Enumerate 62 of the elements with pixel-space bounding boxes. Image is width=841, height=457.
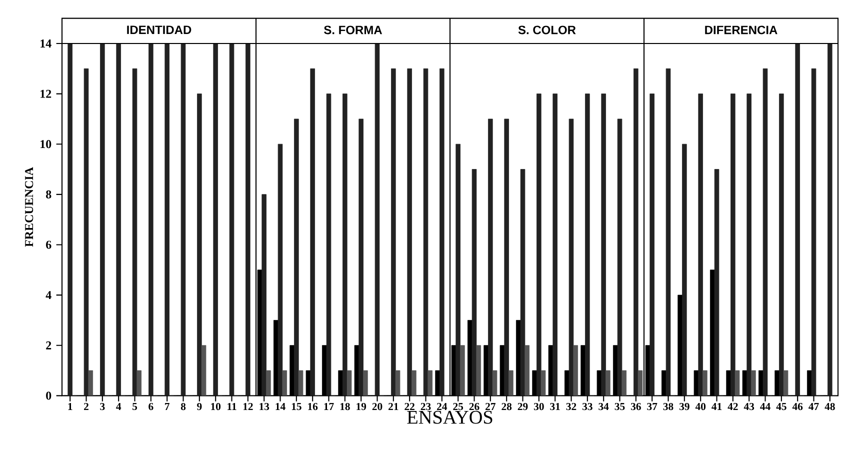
x-tick-label: 37 — [647, 402, 658, 410]
x-tick-label: 21 — [388, 402, 398, 410]
x-tick-label: 11 — [228, 402, 236, 410]
y-tick-label: 6 — [46, 240, 52, 249]
x-tick-label: 3 — [100, 402, 105, 410]
x-tick-label: 22 — [404, 402, 414, 410]
x-tick-label: 15 — [292, 402, 302, 410]
x-tick-label: 33 — [582, 402, 592, 410]
y-tick-label: 8 — [46, 190, 52, 198]
x-tick-label: 40 — [695, 402, 706, 410]
x-tick-label: 24 — [437, 402, 448, 410]
x-tick-label: 45 — [776, 402, 786, 410]
annotation: S. FORMA — [324, 26, 382, 34]
x-tick-label: 38 — [663, 402, 674, 410]
x-tick-label: 19 — [356, 402, 366, 410]
x-tick-label: 30 — [534, 402, 544, 410]
x-tick-label: 20 — [372, 402, 382, 410]
x-tick-label: 5 — [132, 402, 138, 410]
x-tick-label: 26 — [469, 402, 480, 410]
x-tick-label: 34 — [598, 402, 609, 410]
x-tick-label: 46 — [792, 402, 803, 410]
y-tick-label: 4 — [46, 291, 52, 299]
annotation: DIFERENCIA — [705, 26, 778, 34]
x-tick-label: 44 — [760, 402, 770, 410]
x-tick-label: 43 — [744, 402, 754, 410]
x-tick-label: 27 — [486, 402, 496, 410]
annotation: IDENTIDAD — [127, 26, 192, 34]
x-axis-title: ENSAYOS — [407, 410, 492, 424]
x-tick-label: 31 — [550, 402, 560, 410]
x-tick-label: 29 — [518, 402, 528, 410]
y-tick-label: 0 — [46, 392, 52, 400]
x-tick-label: 42 — [728, 402, 738, 410]
x-tick-label: 7 — [165, 402, 170, 410]
x-tick-label: 48 — [824, 402, 835, 410]
x-tick-label: 35 — [614, 402, 625, 410]
x-tick-label: 2 — [84, 402, 88, 410]
x-tick-label: 23 — [420, 402, 431, 410]
x-tick-label: 9 — [197, 402, 202, 410]
x-tick-label: 28 — [502, 402, 512, 410]
x-tick-label: 13 — [260, 402, 270, 410]
y-tick-label: 14 — [40, 40, 52, 48]
x-tick-label: 12 — [243, 402, 253, 410]
y-tick-label: 12 — [40, 90, 52, 98]
x-tick-label: 36 — [630, 402, 641, 410]
x-tick-label: 14 — [276, 402, 286, 410]
x-tick-label: 10 — [211, 402, 221, 410]
x-tick-label: 47 — [808, 402, 819, 410]
x-tick-label: 17 — [324, 402, 334, 410]
annotation: S. COLOR — [518, 26, 576, 34]
x-tick-label: 39 — [679, 402, 690, 410]
x-tick-label: 18 — [340, 402, 350, 410]
x-tick-label: 1 — [68, 402, 72, 410]
x-tick-label: 4 — [116, 402, 122, 410]
x-tick-label: 6 — [148, 402, 154, 410]
x-tick-label: 41 — [712, 402, 722, 410]
y-tick-label: 10 — [40, 140, 52, 148]
x-tick-label: 16 — [308, 402, 318, 410]
y-tick-label: 2 — [46, 341, 52, 350]
x-tick-label: 32 — [566, 402, 576, 410]
x-tick-label: 25 — [453, 402, 464, 410]
y-axis-title: FRECUENCIA — [25, 167, 34, 247]
x-tick-label: 8 — [180, 402, 186, 410]
